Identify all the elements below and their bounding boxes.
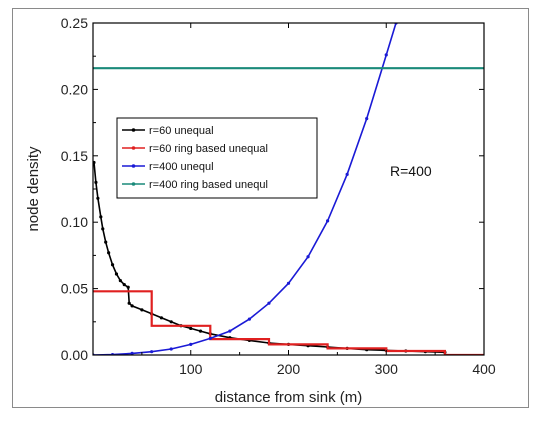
legend-marker-2: [131, 146, 136, 150]
data-point: [114, 272, 119, 276]
data-point: [104, 240, 108, 244]
y-tick-label: 0.25: [61, 15, 88, 31]
data-point: [384, 53, 388, 57]
data-point: [267, 301, 271, 305]
legend-marker-1: [131, 128, 136, 132]
data-point: [286, 281, 291, 285]
legend-marker-4: [131, 182, 136, 186]
data-point: [96, 196, 100, 200]
data-point: [159, 316, 164, 320]
y-tick-label: 0.00: [61, 347, 88, 363]
annotation-label: R=400: [390, 163, 432, 179]
x-axis-title: distance from sink (m): [215, 389, 363, 406]
data-point: [93, 160, 96, 165]
series-line-2: [93, 290, 484, 355]
y-tick-label: 0.05: [61, 281, 88, 297]
data-point: [228, 329, 232, 333]
data-point: [189, 342, 193, 346]
data-point: [326, 219, 330, 223]
data-point: [130, 351, 134, 355]
legend-entry-2: r=60 ring based unequal: [149, 143, 268, 155]
data-point: [107, 251, 111, 255]
data-point: [365, 117, 369, 121]
data-point: [110, 263, 115, 267]
data-point: [130, 304, 134, 308]
data-point: [169, 347, 173, 351]
x-tick-label: 200: [277, 361, 301, 377]
data-point: [126, 285, 130, 289]
data-point: [345, 172, 349, 176]
data-point: [101, 227, 105, 231]
series-group: [93, 23, 484, 355]
data-point: [127, 301, 131, 305]
x-tick-label: 100: [179, 361, 203, 377]
data-point: [122, 283, 126, 287]
y-tick-label: 0.10: [61, 214, 88, 230]
legend: r=60 unequal r=60 ring based unequal r=400…: [116, 117, 318, 199]
data-point: [99, 215, 103, 219]
legend-entry-1: r=60 unequal: [149, 125, 214, 137]
chart-frame: [12, 8, 529, 408]
data-point: [189, 326, 193, 331]
data-point: [208, 336, 212, 340]
legend-box: [116, 117, 318, 199]
data-point: [140, 308, 144, 312]
legend-marker-3: [131, 164, 136, 168]
y-tick-label: 0.20: [61, 81, 88, 97]
legend-entry-3: r=400 unequl: [149, 161, 214, 173]
y-tick-label: 0.15: [61, 148, 88, 164]
x-tick-label: 400: [472, 361, 496, 377]
data-point: [150, 350, 154, 354]
data-point: [94, 180, 98, 184]
data-point: [118, 279, 122, 283]
data-point: [169, 320, 173, 324]
data-point: [198, 329, 203, 333]
axes: 100 200 300 400 0.00 0.05 0.10 0.15 0.20 0.25: [61, 15, 496, 377]
data-point: [247, 317, 251, 321]
x-tick-label: 300: [375, 361, 399, 377]
y-axis-title: node density: [25, 146, 42, 232]
legend-entry-4: r=400 ring based unequl: [149, 179, 268, 191]
data-point: [306, 255, 310, 259]
plot-area: [93, 23, 484, 355]
